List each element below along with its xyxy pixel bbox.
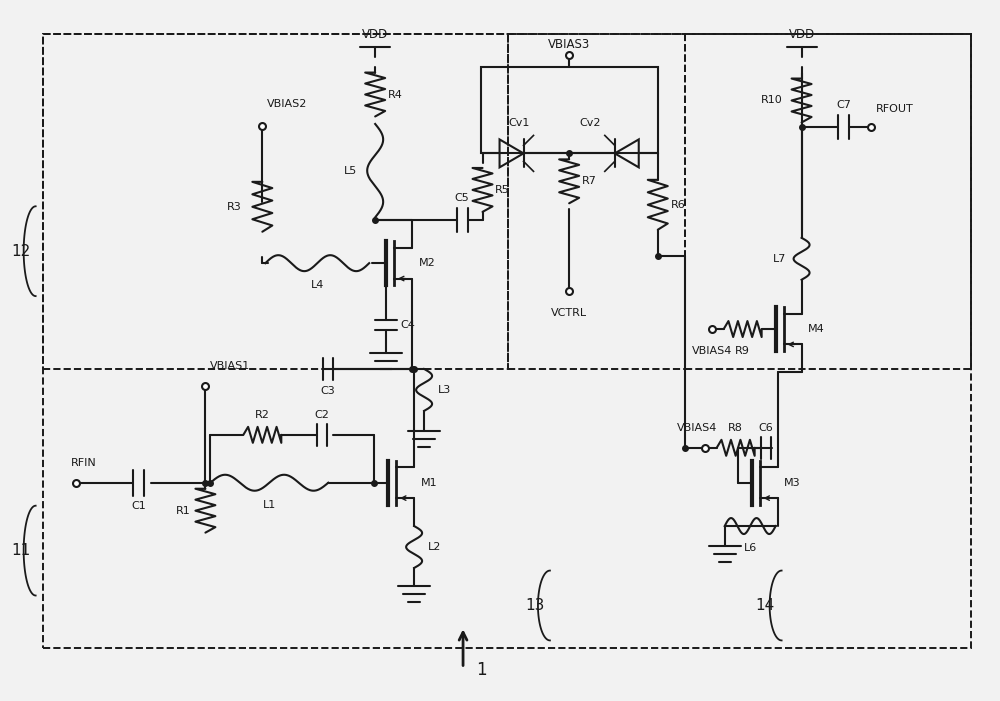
Text: VBIAS1: VBIAS1 (210, 361, 251, 371)
Text: L7: L7 (773, 254, 786, 264)
Text: 11: 11 (11, 543, 30, 558)
Text: R6: R6 (670, 200, 685, 210)
Text: R4: R4 (388, 90, 403, 100)
Text: Cv2: Cv2 (580, 118, 601, 128)
Text: R2: R2 (255, 410, 270, 420)
Text: L1: L1 (263, 500, 276, 510)
Text: VCTRL: VCTRL (551, 308, 587, 318)
Text: VBIAS3: VBIAS3 (548, 38, 590, 51)
Text: R3: R3 (227, 202, 242, 212)
Text: R8: R8 (728, 423, 743, 433)
Text: VDD: VDD (788, 28, 815, 41)
Text: R9: R9 (735, 346, 750, 356)
Text: 12: 12 (11, 244, 30, 259)
Text: Cv1: Cv1 (509, 118, 530, 128)
Text: VBIAS4: VBIAS4 (692, 346, 732, 356)
Text: L2: L2 (427, 542, 441, 552)
Text: RFOUT: RFOUT (876, 104, 914, 114)
Text: C6: C6 (759, 423, 774, 433)
Text: L4: L4 (311, 280, 324, 290)
Text: M4: M4 (808, 324, 825, 334)
Text: C4: C4 (401, 320, 416, 330)
Bar (43, 34, 508, 369)
Text: C3: C3 (321, 386, 336, 396)
Text: R7: R7 (582, 177, 597, 186)
Text: 1: 1 (476, 661, 486, 679)
Text: C5: C5 (455, 193, 469, 203)
Text: C7: C7 (836, 100, 851, 111)
Bar (685, 34, 971, 369)
Text: L3: L3 (437, 385, 451, 395)
Text: R1: R1 (176, 505, 191, 516)
Text: VBIAS4: VBIAS4 (677, 423, 717, 433)
Text: C2: C2 (315, 410, 330, 420)
Bar (43, 34, 971, 648)
Text: M2: M2 (419, 258, 435, 268)
Text: RFIN: RFIN (71, 458, 96, 468)
Text: L5: L5 (344, 165, 357, 176)
Text: C1: C1 (131, 501, 146, 511)
Text: M3: M3 (784, 478, 801, 488)
Text: L6: L6 (744, 543, 757, 553)
Bar (508, 34, 685, 369)
Bar (481, 67, 658, 154)
Text: VDD: VDD (362, 28, 388, 41)
Text: 14: 14 (755, 598, 774, 613)
Text: R5: R5 (495, 185, 510, 195)
Text: M1: M1 (421, 478, 437, 488)
Text: R10: R10 (761, 95, 782, 105)
Text: 13: 13 (525, 598, 545, 613)
Text: VBIAS2: VBIAS2 (267, 100, 308, 109)
